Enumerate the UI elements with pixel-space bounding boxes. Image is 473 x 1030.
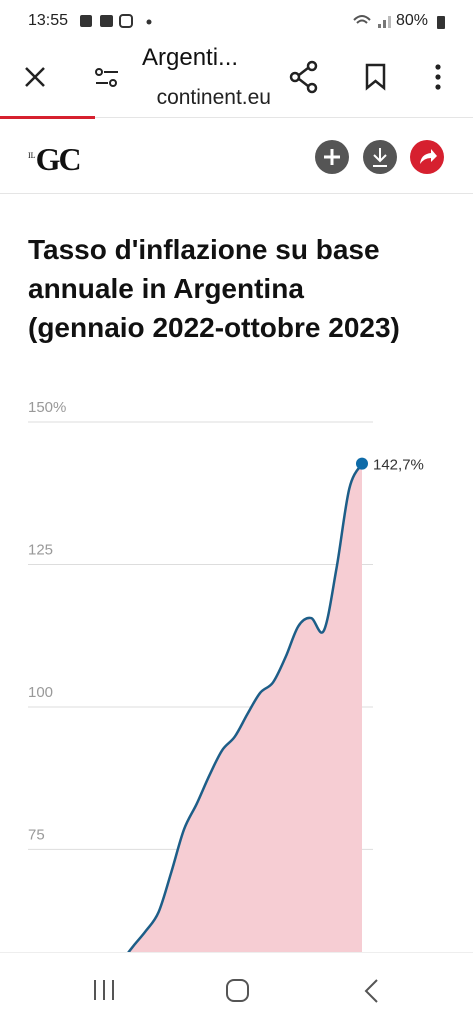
header-divider [0, 193, 473, 194]
y-tick-label: 100 [28, 684, 53, 701]
line [127, 462, 364, 952]
toolbar-divider [0, 117, 473, 118]
chart-title: Tasso d'inflazione su base annuale in Ar… [28, 234, 400, 343]
home-button[interactable] [226, 979, 249, 1002]
end-point [356, 457, 368, 470]
more-button[interactable] [428, 62, 448, 92]
signal-icons [353, 15, 391, 28]
add-button[interactable] [315, 140, 349, 174]
page-title: Argenti... [142, 44, 239, 71]
nav-icons [94, 979, 378, 1003]
chart: 150% 125 100 75 142,7% [28, 399, 424, 952]
action-buttons [315, 140, 444, 174]
share-button[interactable] [288, 60, 322, 94]
battery-level: 80% [396, 12, 429, 29]
value-label: 142,7% [373, 457, 424, 474]
recents-button[interactable] [94, 980, 114, 1000]
y-tick-label: 125 [28, 541, 53, 558]
y-tick-label: 150% [28, 399, 66, 416]
back-button[interactable] [364, 979, 378, 1003]
nav-bar [0, 952, 473, 1025]
site-logo[interactable]: ILGC [28, 141, 82, 178]
download-button[interactable] [363, 140, 397, 174]
battery-icon [437, 16, 445, 29]
status-time: 13:55 [28, 12, 69, 29]
logo-small: IL [28, 151, 36, 160]
logo-text: GC [35, 141, 82, 177]
close-button[interactable] [20, 62, 50, 92]
y-tick-label: 75 [28, 826, 45, 843]
share-article-button[interactable] [410, 140, 444, 174]
page-url: continent.eu [156, 86, 271, 109]
page-settings[interactable] [92, 63, 122, 93]
status-icons [80, 14, 152, 28]
load-progress [0, 116, 95, 119]
area-fill [95, 463, 362, 952]
bookmark-button[interactable] [362, 62, 390, 92]
